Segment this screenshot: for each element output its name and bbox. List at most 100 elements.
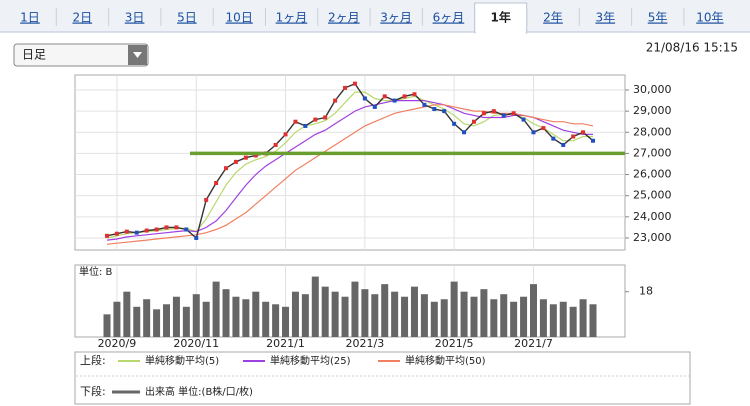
- volume-bar: [301, 294, 309, 337]
- price-marker: [511, 111, 516, 116]
- price-marker: [521, 117, 526, 122]
- tab-label[interactable]: 5日: [177, 11, 197, 25]
- y-tick-label: 18: [639, 285, 653, 298]
- y-tick-label: 26,000: [633, 168, 672, 181]
- price-marker: [194, 235, 199, 240]
- tab-label[interactable]: 1ヶ月: [276, 11, 308, 25]
- volume-bar: [460, 291, 468, 337]
- volume-bar: [381, 284, 389, 337]
- tab-label[interactable]: 1日: [20, 11, 40, 25]
- price-marker: [531, 130, 536, 135]
- legend-label: 単純移動平均(5): [145, 354, 219, 367]
- volume-bar: [510, 301, 518, 337]
- volume-bar: [123, 291, 131, 337]
- tab-label[interactable]: 10年: [696, 11, 723, 25]
- price-marker: [422, 102, 427, 107]
- price-marker: [105, 233, 109, 238]
- price-marker: [382, 94, 387, 99]
- price-marker: [313, 117, 318, 122]
- volume-bar: [113, 301, 121, 337]
- price-marker: [283, 132, 288, 137]
- volume-bar: [520, 296, 528, 337]
- volume-bar: [569, 306, 577, 337]
- price-marker: [343, 85, 348, 90]
- price-marker: [412, 92, 417, 97]
- price-marker: [372, 104, 377, 109]
- volume-bar: [579, 299, 587, 337]
- x-tick-label: 2021/1: [266, 337, 305, 350]
- volume-bar: [182, 306, 190, 337]
- selected-tab-label[interactable]: 1年: [491, 10, 511, 25]
- price-marker: [501, 113, 506, 118]
- selected-tab-cover: [475, 31, 526, 34]
- volume-bar: [133, 306, 141, 337]
- tab-label[interactable]: 2年: [543, 11, 563, 25]
- volume-bar: [103, 314, 111, 337]
- tab-label[interactable]: 2ヶ月: [328, 11, 360, 25]
- price-marker: [333, 98, 338, 103]
- volume-bar: [410, 286, 418, 337]
- price-marker: [253, 153, 258, 158]
- volume-bar: [351, 281, 359, 337]
- price-marker: [323, 115, 328, 120]
- volume-bar: [539, 299, 547, 337]
- y-tick-label: 24,000: [633, 210, 672, 223]
- price-marker: [224, 166, 229, 171]
- tab-label[interactable]: 3年: [595, 11, 615, 25]
- y-tick-label: 29,000: [633, 104, 672, 117]
- price-marker: [293, 119, 298, 124]
- y-tick-label: 28,000: [633, 125, 672, 138]
- volume-bar: [500, 294, 508, 337]
- price-marker: [134, 230, 139, 235]
- tab-label[interactable]: 2日: [72, 11, 92, 25]
- price-marker: [154, 227, 159, 232]
- volume-bar: [153, 309, 161, 337]
- volume-bar: [172, 296, 180, 337]
- tab-label[interactable]: 3日: [125, 11, 145, 25]
- tab-label[interactable]: 5年: [648, 11, 668, 25]
- volume-bar: [420, 294, 428, 337]
- volume-bar: [202, 301, 210, 337]
- price-marker: [214, 181, 219, 186]
- selected-tab[interactable]: [474, 2, 528, 34]
- volume-unit: 単位: B: [79, 265, 113, 278]
- legend-label: 出来高 単位:(B株/口/枚): [145, 385, 253, 398]
- price-marker: [541, 126, 546, 131]
- volume-bar: [430, 301, 438, 337]
- price-marker: [243, 155, 248, 160]
- price-marker: [462, 130, 467, 135]
- price-marker: [273, 142, 278, 147]
- volume-bar: [440, 299, 448, 337]
- y-tick-label: 30,000: [633, 83, 672, 96]
- legend-label: 単純移動平均(25): [270, 354, 351, 367]
- dropdown[interactable]: [13, 43, 149, 67]
- price-marker: [551, 136, 556, 141]
- volume-bar: [589, 304, 597, 337]
- tab-label[interactable]: 10日: [226, 11, 253, 25]
- tab-label[interactable]: 6ヶ月: [433, 11, 465, 25]
- price-marker: [561, 142, 566, 147]
- price-marker: [303, 123, 308, 128]
- x-tick-label: 2020/11: [173, 337, 219, 350]
- volume-bar: [559, 301, 567, 337]
- y-tick-label: 25,000: [633, 189, 672, 202]
- x-tick-label: 2021/7: [514, 337, 553, 350]
- volume-bar: [291, 291, 299, 337]
- price-marker: [581, 130, 586, 135]
- volume-bar: [252, 291, 260, 337]
- tab-label[interactable]: 3ヶ月: [380, 11, 412, 25]
- volume-bar: [361, 289, 369, 337]
- legend-label: 単純移動平均(50): [405, 354, 486, 367]
- y-tick-label: 27,000: [633, 146, 672, 159]
- price-marker: [174, 225, 179, 230]
- volume-bar: [282, 306, 290, 337]
- price-marker: [452, 121, 457, 126]
- price-marker: [233, 159, 238, 164]
- volume-bar: [192, 294, 200, 337]
- price-marker: [352, 81, 357, 86]
- price-marker: [392, 98, 397, 103]
- dropdown-arrow: [133, 52, 142, 58]
- dropdown-label[interactable]: 日足: [22, 48, 46, 62]
- volume-bar: [311, 276, 319, 337]
- price-marker: [204, 197, 209, 202]
